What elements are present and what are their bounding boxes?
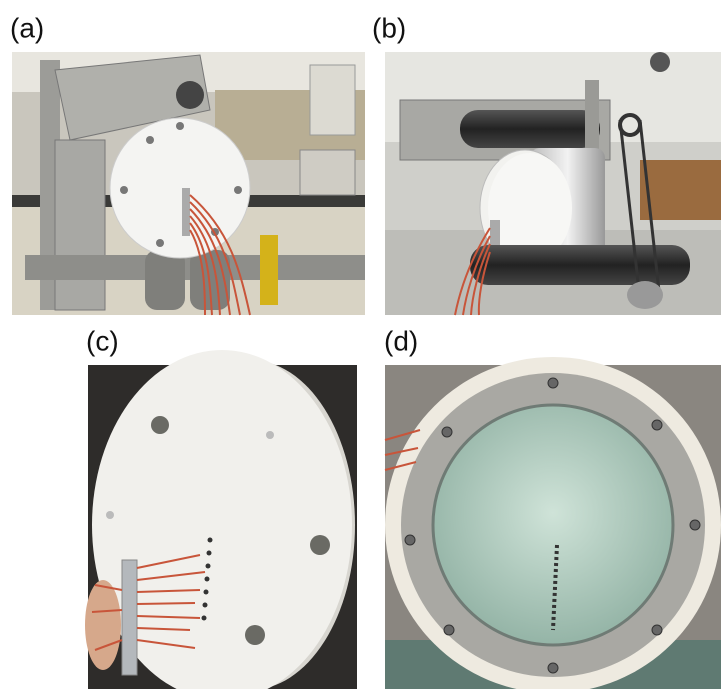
panel-c: (c) (85, 325, 357, 689)
panel-label: (c) (86, 325, 119, 356)
panel-label: (b) (372, 12, 406, 43)
page: (a) (0, 0, 721, 689)
panel-label: (a) (10, 12, 44, 43)
panel-label: (d) (384, 325, 418, 356)
panel-b: (b) (372, 12, 721, 315)
figure: (a) (0, 0, 721, 689)
panel-d: (d) (384, 325, 721, 689)
photo-a (12, 52, 365, 315)
panel-a: (a) (10, 12, 365, 315)
photo-c (85, 350, 357, 689)
photo-b (385, 52, 721, 315)
photo-d (385, 357, 721, 689)
